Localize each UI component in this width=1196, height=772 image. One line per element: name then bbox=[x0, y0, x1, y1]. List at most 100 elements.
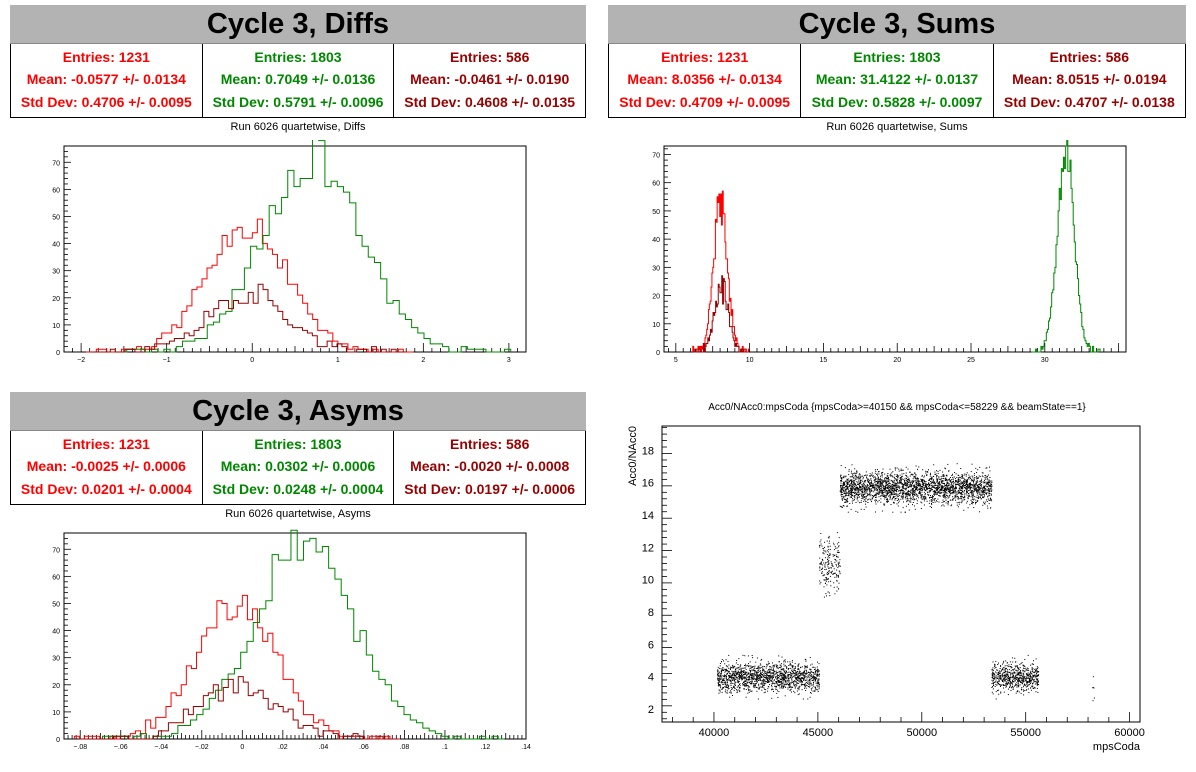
scatter-point bbox=[857, 497, 859, 499]
scatter-point bbox=[907, 476, 909, 478]
scatter-point bbox=[769, 671, 771, 673]
scatter-point bbox=[942, 482, 944, 484]
scatter-point bbox=[759, 667, 761, 669]
scatter-point bbox=[957, 491, 959, 493]
scatter-point bbox=[725, 689, 727, 691]
scatter-point bbox=[948, 489, 950, 490]
scatter-point bbox=[874, 472, 876, 474]
scatter-point bbox=[781, 687, 783, 689]
scatter-point bbox=[940, 488, 942, 490]
y-axis-label: Acc0/NAcc0 bbox=[627, 426, 639, 486]
scatter-point bbox=[882, 480, 884, 482]
scatter-point bbox=[905, 479, 907, 481]
scatter-point bbox=[977, 485, 978, 487]
scatter-point bbox=[784, 679, 786, 681]
scatter-point bbox=[767, 678, 768, 680]
scatter-point bbox=[880, 495, 882, 497]
scatter-point bbox=[966, 494, 968, 496]
scatter-point bbox=[948, 479, 950, 481]
scatter-point bbox=[921, 489, 923, 491]
scatter-point bbox=[723, 681, 725, 683]
scatter-point bbox=[925, 486, 927, 488]
scatter-point bbox=[934, 493, 936, 495]
scatter-point bbox=[786, 683, 788, 685]
scatter-point bbox=[809, 669, 811, 671]
scatter-point bbox=[827, 546, 829, 548]
scatter-point bbox=[923, 497, 925, 499]
scatter-point bbox=[933, 498, 935, 500]
scatter-point bbox=[973, 491, 975, 493]
scatter-point bbox=[819, 546, 821, 548]
scatter-point bbox=[717, 675, 719, 677]
scatter-point bbox=[751, 679, 753, 681]
scatter-point bbox=[993, 682, 995, 683]
scatter-point bbox=[914, 476, 916, 478]
scatter-point bbox=[720, 673, 722, 675]
scatter-point bbox=[758, 677, 760, 679]
scatter-point bbox=[739, 678, 741, 680]
scatter-point bbox=[757, 671, 759, 673]
scatter-point bbox=[729, 676, 731, 678]
scatter-point bbox=[966, 492, 968, 494]
scatter-point bbox=[846, 495, 848, 497]
scatter-point bbox=[973, 474, 975, 476]
scatter-point bbox=[939, 487, 941, 489]
scatter-point bbox=[964, 481, 966, 483]
scatter-point bbox=[919, 486, 921, 488]
scatter-point bbox=[899, 489, 901, 491]
y-tick-label: 20 bbox=[52, 296, 60, 303]
scatter-point bbox=[796, 682, 798, 684]
scatter-point bbox=[885, 485, 887, 487]
scatter-point bbox=[954, 472, 956, 473]
scatter-point bbox=[931, 497, 933, 499]
scatter-point bbox=[741, 675, 743, 676]
scatter-point bbox=[977, 500, 979, 502]
scatter-point bbox=[854, 477, 856, 479]
scatter-point bbox=[973, 478, 975, 480]
scatter-point bbox=[818, 679, 820, 681]
scatter-point bbox=[849, 491, 851, 493]
scatter-point bbox=[797, 665, 799, 667]
scatter-point bbox=[845, 476, 847, 478]
scatter-point bbox=[961, 498, 962, 500]
scatter-point bbox=[811, 677, 812, 679]
scatter-point bbox=[1029, 683, 1031, 684]
scatter-point bbox=[907, 491, 909, 493]
scatter-point bbox=[949, 478, 950, 480]
scatter-point bbox=[851, 488, 853, 490]
scatter-point bbox=[952, 486, 954, 488]
scatter-point bbox=[845, 501, 847, 503]
scatter-point bbox=[912, 489, 914, 491]
scatter-point bbox=[939, 492, 940, 494]
scatter-point bbox=[839, 559, 841, 561]
scatter-point bbox=[895, 484, 897, 486]
scatter-point bbox=[840, 476, 841, 478]
scatter-point bbox=[967, 486, 969, 488]
scatter-point bbox=[729, 691, 731, 693]
scatter-point bbox=[759, 679, 761, 681]
scatter-point bbox=[759, 678, 761, 680]
scatter-point bbox=[800, 681, 802, 683]
y-tick-label: 70 bbox=[52, 160, 60, 167]
scatter-point bbox=[750, 691, 752, 692]
scatter-point bbox=[740, 675, 742, 677]
scatter-point bbox=[726, 686, 727, 688]
scatter-point bbox=[869, 498, 871, 500]
scatter-point bbox=[989, 497, 991, 499]
y-tick-label: 50 bbox=[52, 601, 60, 608]
scatter-point bbox=[881, 479, 883, 481]
scatter-point bbox=[907, 483, 909, 484]
scatter-point bbox=[916, 503, 918, 504]
scatter-point bbox=[869, 483, 871, 484]
scatter-point bbox=[772, 680, 774, 682]
scatter-point bbox=[910, 490, 912, 492]
scatter-point bbox=[982, 472, 984, 474]
scatter-point bbox=[764, 666, 766, 668]
scatter-point bbox=[885, 492, 887, 494]
scatter-point bbox=[763, 669, 765, 671]
scatter-point bbox=[969, 482, 971, 484]
scatter-point bbox=[803, 678, 805, 680]
scatter-point bbox=[730, 675, 732, 677]
scatter-point bbox=[884, 479, 886, 481]
scatter-point bbox=[915, 498, 917, 500]
